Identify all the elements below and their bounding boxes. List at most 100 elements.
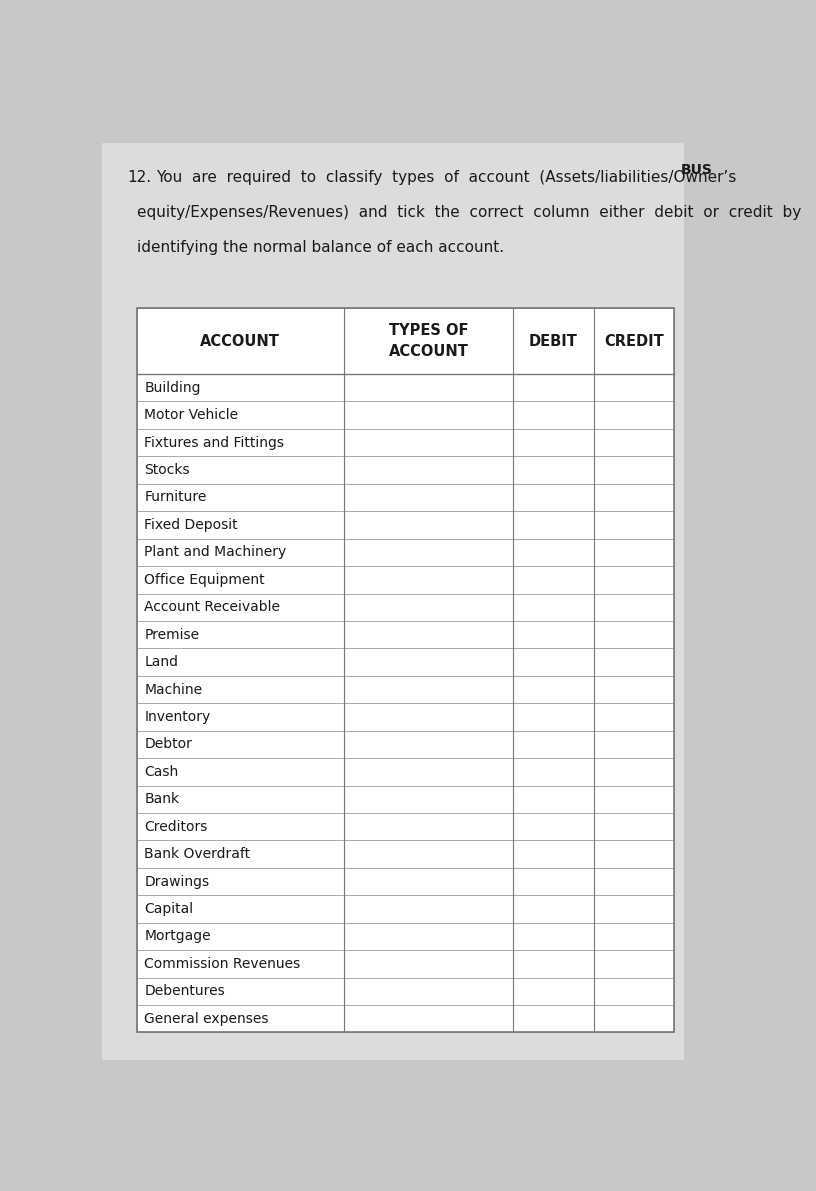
Bar: [594, 308, 674, 374]
Bar: [513, 759, 594, 786]
Text: Commission Revenues: Commission Revenues: [144, 956, 300, 971]
Bar: [513, 648, 594, 675]
Bar: [594, 648, 674, 675]
Bar: [344, 511, 513, 538]
Bar: [137, 308, 674, 1033]
Bar: [137, 786, 344, 813]
Bar: [137, 868, 344, 896]
Bar: [594, 813, 674, 841]
Text: Inventory: Inventory: [144, 710, 211, 724]
Bar: [594, 538, 674, 566]
Text: Fixed Deposit: Fixed Deposit: [144, 518, 238, 532]
Text: Debentures: Debentures: [144, 984, 225, 998]
Bar: [513, 950, 594, 978]
Bar: [513, 621, 594, 648]
Text: Drawings: Drawings: [144, 874, 210, 888]
Bar: [344, 401, 513, 429]
Bar: [594, 511, 674, 538]
Bar: [594, 675, 674, 703]
Bar: [513, 868, 594, 896]
Bar: [137, 401, 344, 429]
Bar: [137, 566, 344, 593]
Bar: [513, 456, 594, 484]
Bar: [594, 896, 674, 923]
Bar: [513, 731, 594, 759]
Bar: [513, 813, 594, 841]
Bar: [137, 374, 344, 401]
Bar: [137, 511, 344, 538]
Bar: [594, 401, 674, 429]
Bar: [594, 484, 674, 511]
Bar: [137, 841, 344, 868]
Text: CREDIT: CREDIT: [604, 333, 664, 349]
Bar: [513, 978, 594, 1005]
Bar: [137, 308, 344, 374]
Bar: [594, 950, 674, 978]
Text: identifying the normal balance of each account.: identifying the normal balance of each a…: [137, 241, 504, 255]
Bar: [344, 593, 513, 621]
Bar: [513, 566, 594, 593]
Bar: [137, 456, 344, 484]
Text: Office Equipment: Office Equipment: [144, 573, 265, 587]
Bar: [137, 484, 344, 511]
Text: You  are  required  to  classify  types  of  account  (Assets/liabilities/Owner’: You are required to classify types of ac…: [156, 170, 736, 186]
Bar: [513, 511, 594, 538]
Text: Building: Building: [144, 381, 201, 394]
Text: Machine: Machine: [144, 682, 202, 697]
Bar: [594, 841, 674, 868]
Bar: [344, 841, 513, 868]
Bar: [513, 401, 594, 429]
Bar: [137, 896, 344, 923]
Bar: [137, 703, 344, 731]
Bar: [344, 308, 513, 374]
Bar: [344, 621, 513, 648]
Text: Furniture: Furniture: [144, 491, 206, 505]
Text: DEBIT: DEBIT: [529, 333, 578, 349]
Bar: [344, 374, 513, 401]
Bar: [137, 950, 344, 978]
Bar: [594, 566, 674, 593]
Bar: [594, 731, 674, 759]
Bar: [513, 429, 594, 456]
Bar: [344, 675, 513, 703]
Text: Creditors: Creditors: [144, 819, 208, 834]
Text: Premise: Premise: [144, 628, 199, 642]
Bar: [344, 759, 513, 786]
Bar: [513, 675, 594, 703]
Text: ACCOUNT: ACCOUNT: [200, 333, 280, 349]
Bar: [344, 813, 513, 841]
Bar: [594, 456, 674, 484]
Bar: [137, 923, 344, 950]
Bar: [137, 978, 344, 1005]
Bar: [594, 703, 674, 731]
Text: General expenses: General expenses: [144, 1012, 268, 1025]
Bar: [513, 308, 594, 374]
Bar: [513, 841, 594, 868]
Bar: [594, 374, 674, 401]
Bar: [344, 731, 513, 759]
Text: Stocks: Stocks: [144, 463, 190, 478]
Text: Cash: Cash: [144, 765, 179, 779]
Text: BUS: BUS: [681, 163, 712, 177]
Bar: [344, 456, 513, 484]
Bar: [513, 538, 594, 566]
Bar: [344, 950, 513, 978]
Text: Fixtures and Fittings: Fixtures and Fittings: [144, 436, 284, 450]
Text: Account Receivable: Account Receivable: [144, 600, 281, 615]
Bar: [513, 484, 594, 511]
Bar: [137, 1005, 344, 1033]
Bar: [594, 923, 674, 950]
Bar: [594, 786, 674, 813]
Bar: [137, 538, 344, 566]
Bar: [594, 621, 674, 648]
Bar: [344, 978, 513, 1005]
Bar: [344, 786, 513, 813]
Text: equity/Expenses/Revenues)  and  tick  the  correct  column  either  debit  or  c: equity/Expenses/Revenues) and tick the c…: [137, 205, 801, 220]
Text: 12.: 12.: [127, 170, 152, 186]
Bar: [344, 1005, 513, 1033]
Text: Debtor: Debtor: [144, 737, 193, 752]
Bar: [137, 648, 344, 675]
Bar: [137, 593, 344, 621]
Bar: [344, 566, 513, 593]
Bar: [594, 1005, 674, 1033]
